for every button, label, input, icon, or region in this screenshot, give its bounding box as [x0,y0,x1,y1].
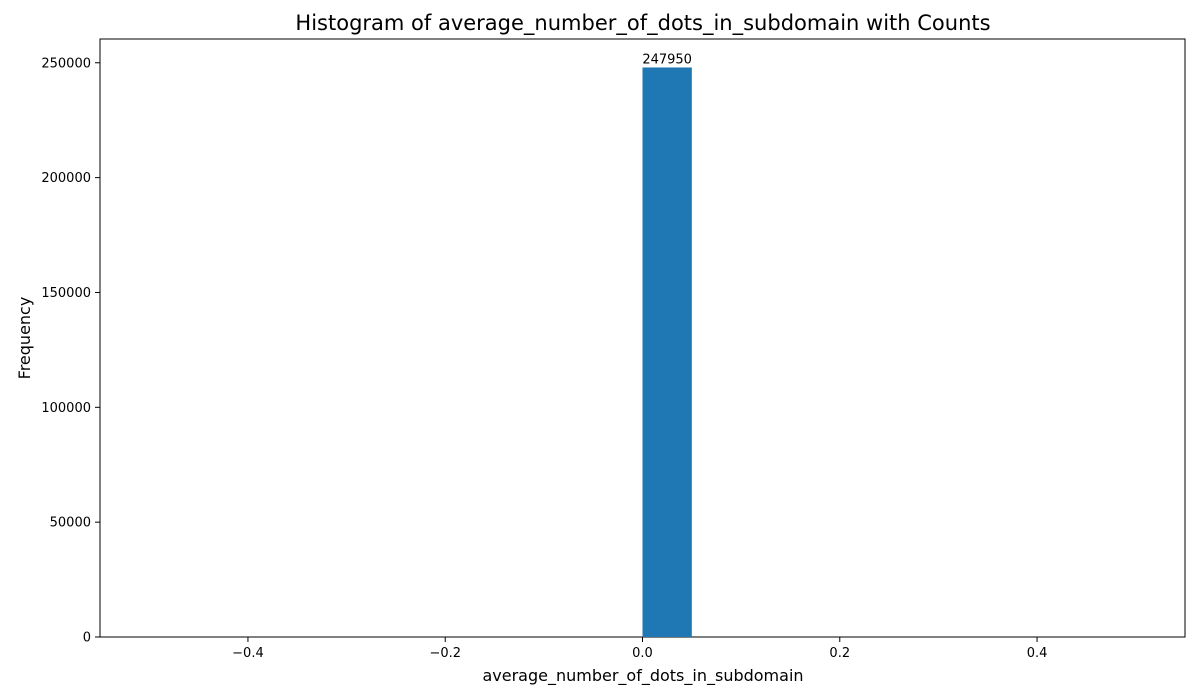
x-axis: −0.4 −0.2 0.0 0.2 0.4 [232,637,1047,661]
x-tick-label-4: 0.4 [1027,646,1048,661]
y-tick-label-2: 100000 [41,401,91,416]
bar-count-label-0: 247950 [642,52,692,67]
y-tick-label-5: 250000 [41,56,91,71]
x-axis-label: average_number_of_dots_in_subdomain [482,666,803,686]
chart-title: Histogram of average_number_of_dots_in_s… [295,11,990,36]
y-tick-label-1: 50000 [50,516,91,531]
y-tick-label-3: 150000 [41,286,91,301]
x-tick-label-2: 0.0 [632,646,653,661]
x-tick-label-1: −0.2 [429,646,461,661]
y-axis-label: Frequency [15,297,34,380]
y-axis: 0 50000 100000 150000 200000 250000 [41,56,100,646]
x-tick-label-0: −0.4 [232,646,264,661]
histogram-bar-0 [642,67,692,637]
plot-area: 247950 [99,38,1186,638]
data-labels-group: 247950 [642,52,692,67]
y-tick-label-0: 0 [83,631,91,646]
x-tick-label-3: 0.2 [829,646,850,661]
bars-group [642,67,692,637]
y-tick-label-4: 200000 [41,171,91,186]
